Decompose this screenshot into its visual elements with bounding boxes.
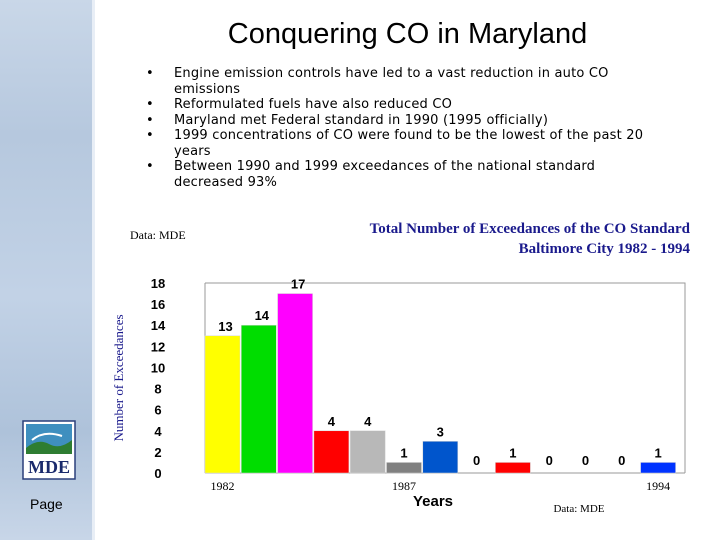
chart-subtitle: Baltimore City 1982 - 1994 (518, 241, 690, 257)
y-tick-label: 2 (154, 445, 161, 460)
bullet-list: • Engine emission controls have led to a … (140, 66, 660, 190)
bullet-item: • 1999 concentrations of CO were found to… (140, 128, 660, 159)
page-label: Page (30, 496, 63, 512)
bullet-dot: • (146, 128, 154, 143)
x-tick-label: 1987 (392, 479, 416, 493)
bullet-dot: • (146, 112, 154, 128)
y-tick-label: 12 (151, 339, 165, 354)
y-tick-label: 6 (154, 403, 161, 418)
bar (204, 335, 241, 474)
bullet-dot: • (146, 97, 154, 112)
chart-title: Total Number of Exceedances of the CO St… (369, 221, 690, 237)
y-tick-label: 0 (154, 466, 161, 481)
x-tick-label: 1982 (211, 479, 235, 493)
bullet-item: • Between 1990 and 1999 exceedances of th… (140, 159, 660, 190)
bullet-dot: • (146, 159, 154, 174)
bullet-text: Maryland met Federal standard in 1990 (1… (174, 112, 549, 128)
plot-frame (205, 282, 686, 473)
y-axis-label: Number of Exceedances (111, 314, 126, 441)
data-source-note: Data: MDE (130, 228, 186, 242)
bar (277, 293, 313, 474)
y-tick-label: 10 (151, 360, 165, 375)
bullet-text: Engine emission controls have led to a v… (174, 66, 609, 97)
bar-value-label: 3 (437, 424, 444, 439)
bar (241, 324, 277, 474)
bar-value-label: 0 (546, 453, 553, 468)
chart-title-block: Total Number of Exceedances of the CO St… (270, 219, 690, 259)
bar (313, 430, 350, 474)
bar-value-label: 14 (255, 308, 270, 323)
bar-value-label: 1 (654, 445, 661, 460)
x-axis-label: Years (413, 493, 453, 510)
bullet-item: • Reformulated fuels have also reduced CO (140, 97, 660, 113)
bullet-text: Between 1990 and 1999 exceedances of the… (174, 159, 596, 190)
bar (640, 462, 676, 474)
bar (422, 441, 459, 474)
bar (495, 462, 531, 474)
mde-logo: MDE (22, 420, 76, 480)
bar-value-label: 4 (364, 414, 372, 429)
bar-value-label: 1 (400, 445, 407, 460)
bar-value-label: 4 (328, 414, 336, 429)
slide-canvas (95, 0, 720, 540)
logo-text: MDE (28, 457, 70, 477)
bar-value-label: 13 (218, 319, 232, 334)
x-tick-label: 1994 (646, 479, 670, 493)
bullet-item: • Maryland met Federal standard in 1990 (… (140, 113, 660, 129)
y-tick-label: 4 (154, 424, 162, 439)
bar-value-label: 0 (618, 453, 625, 468)
sidebar-divider (92, 0, 95, 540)
y-tick-label: 14 (151, 318, 166, 333)
y-tick-label: 16 (151, 297, 165, 312)
bullet-text: 1999 concentrations of CO were found to … (174, 128, 644, 159)
bullet-text: Reformulated fuels have also reduced CO (174, 97, 453, 112)
bar-value-label: 17 (291, 277, 305, 292)
bar-value-label: 1 (509, 445, 516, 460)
bullet-item: • Engine emission controls have led to a … (140, 66, 660, 97)
y-tick-label: 18 (151, 276, 165, 291)
chart-source-note: Data: MDE (553, 503, 604, 515)
y-tick-label: 8 (154, 382, 161, 397)
bar (386, 462, 422, 474)
bar (349, 430, 386, 474)
bar-value-label: 0 (582, 453, 589, 468)
bar-value-label: 0 (473, 453, 480, 468)
slide-title: Conquering CO in Maryland (227, 18, 588, 50)
bullet-dot: • (146, 66, 154, 81)
